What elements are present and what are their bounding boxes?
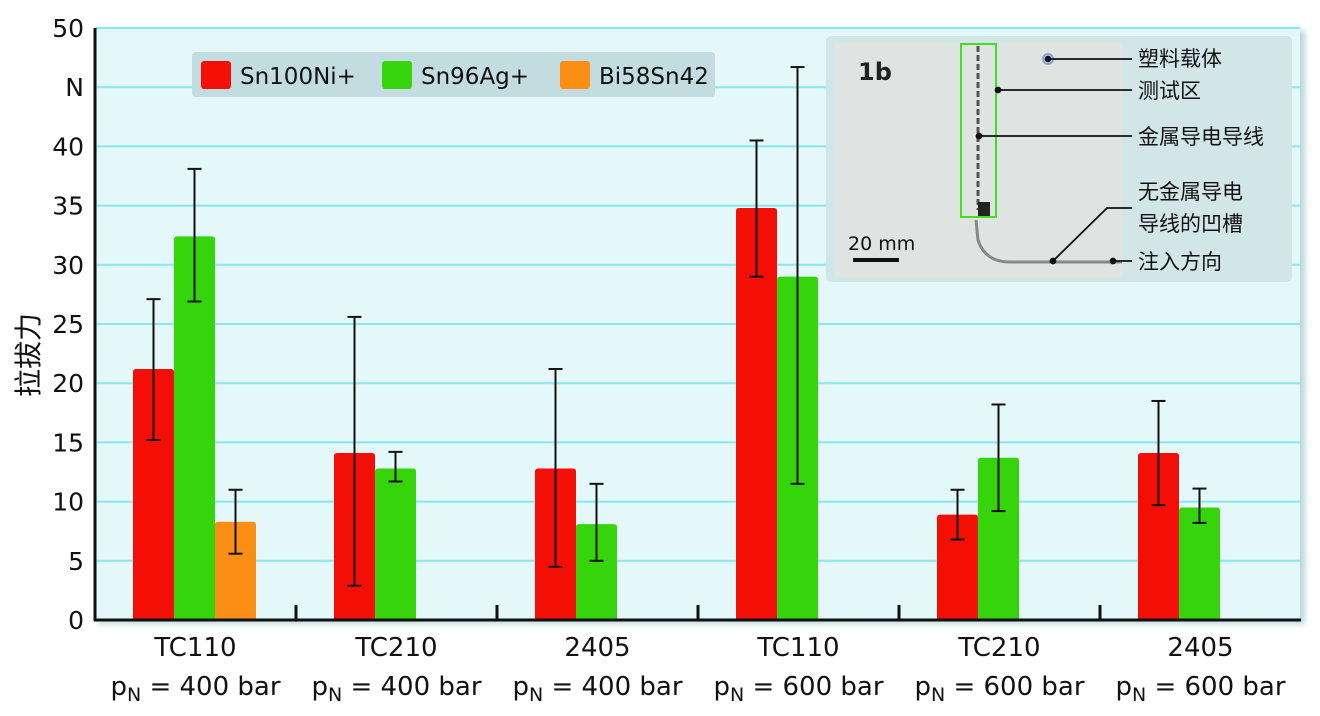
y-tick-label: 5 xyxy=(68,547,84,576)
y-tick-label: 10 xyxy=(52,488,84,517)
bar-sn96ag xyxy=(978,457,1019,620)
y-tick-label: 30 xyxy=(52,251,84,280)
inset-label-test-zone: 测试区 xyxy=(1138,79,1201,103)
pressure-symbol: p xyxy=(1115,672,1132,702)
x-label-line1: TC110 xyxy=(153,633,236,663)
inset-photo: 1b 20 mm 塑料载体 测试区 金属导电导线 无金属导电 导线的凹槽 注入方… xyxy=(826,36,1292,282)
legend-swatch xyxy=(560,61,590,89)
pressure-value: = 400 bar xyxy=(543,672,683,702)
groove xyxy=(974,219,1122,264)
y-axis-label: 拉拔力 xyxy=(12,313,45,397)
pressure-value: = 400 bar xyxy=(342,672,482,702)
inset-label-plastic-carrier: 塑料载体 xyxy=(1138,47,1222,71)
pressure-symbol: p xyxy=(512,672,529,702)
x-label-pressure: pN = 400 bar xyxy=(512,672,682,706)
y-tick-label: 20 xyxy=(52,369,84,398)
inset-label-metal-wire: 金属导电导线 xyxy=(1138,125,1264,149)
x-label-line1: 2405 xyxy=(1167,633,1233,663)
bar-sn100ni xyxy=(133,368,174,620)
inset-label-injection: 注入方向 xyxy=(1138,250,1222,274)
pressure-symbol: p xyxy=(713,672,730,702)
y-tick-label: 50 xyxy=(52,14,84,43)
bar-sn96ag xyxy=(1179,507,1220,620)
pressure-value: = 600 bar xyxy=(744,672,884,702)
test-zone-box xyxy=(960,43,997,218)
legend: Sn100Ni+ Sn96Ag+ Bi58Sn42 xyxy=(192,52,715,97)
pressure-subscript: N xyxy=(328,684,342,706)
y-tick-label: 15 xyxy=(52,428,84,457)
legend-label: Sn100Ni+ xyxy=(240,64,356,90)
pressure-subscript: N xyxy=(730,684,744,706)
pressure-value: = 600 bar xyxy=(945,672,1085,702)
y-tick-label: 40 xyxy=(52,132,84,161)
pressure-subscript: N xyxy=(529,684,543,706)
leader-lines xyxy=(975,55,1132,265)
connector xyxy=(978,202,990,216)
x-label-line1: TC210 xyxy=(354,633,437,663)
legend-swatch xyxy=(382,61,412,89)
scale-bar xyxy=(853,258,899,262)
legend-label: Bi58Sn42 xyxy=(599,64,709,90)
y-tick-label: 35 xyxy=(52,192,84,221)
pressure-symbol: p xyxy=(914,672,931,702)
y-tick-label: 0 xyxy=(68,606,84,635)
bar-sn96ag xyxy=(375,468,416,620)
bar-sn96ag xyxy=(576,524,617,620)
bar-sn100ni xyxy=(1138,453,1179,620)
bar-sn100ni xyxy=(937,514,978,620)
pressure-subscript: N xyxy=(127,684,141,706)
x-label-pressure: pN = 600 bar xyxy=(1115,672,1285,706)
x-label-line1: TC110 xyxy=(756,633,839,663)
x-label-pressure: pN = 400 bar xyxy=(311,672,481,706)
x-label-pressure: pN = 600 bar xyxy=(713,672,883,706)
bar-sn100ni xyxy=(736,207,777,620)
y-tick-label: 25 xyxy=(52,310,84,339)
pressure-value: = 400 bar xyxy=(141,672,281,702)
pressure-subscript: N xyxy=(931,684,945,706)
bar-bi58sn42 xyxy=(215,521,256,620)
pressure-symbol: p xyxy=(110,672,127,702)
pressure-value: = 600 bar xyxy=(1146,672,1286,702)
y-tick-label: N xyxy=(65,73,84,102)
legend-swatch xyxy=(201,61,231,89)
pressure-symbol: p xyxy=(311,672,328,702)
scale-bar-label: 20 mm xyxy=(848,233,915,255)
sample-label: 1b xyxy=(858,58,892,86)
x-label-pressure: pN = 600 bar xyxy=(914,672,1084,706)
inset-label-groove-1: 无金属导电 xyxy=(1138,180,1243,204)
pressure-subscript: N xyxy=(1132,684,1146,706)
x-label-pressure: pN = 400 bar xyxy=(110,672,280,706)
bar-sn96ag xyxy=(174,236,215,620)
x-label-line1: TC210 xyxy=(957,633,1040,663)
legend-label: Sn96Ag+ xyxy=(421,64,529,90)
inset-label-groove-2: 导线的凹槽 xyxy=(1138,212,1243,236)
x-label-line1: 2405 xyxy=(564,633,630,663)
